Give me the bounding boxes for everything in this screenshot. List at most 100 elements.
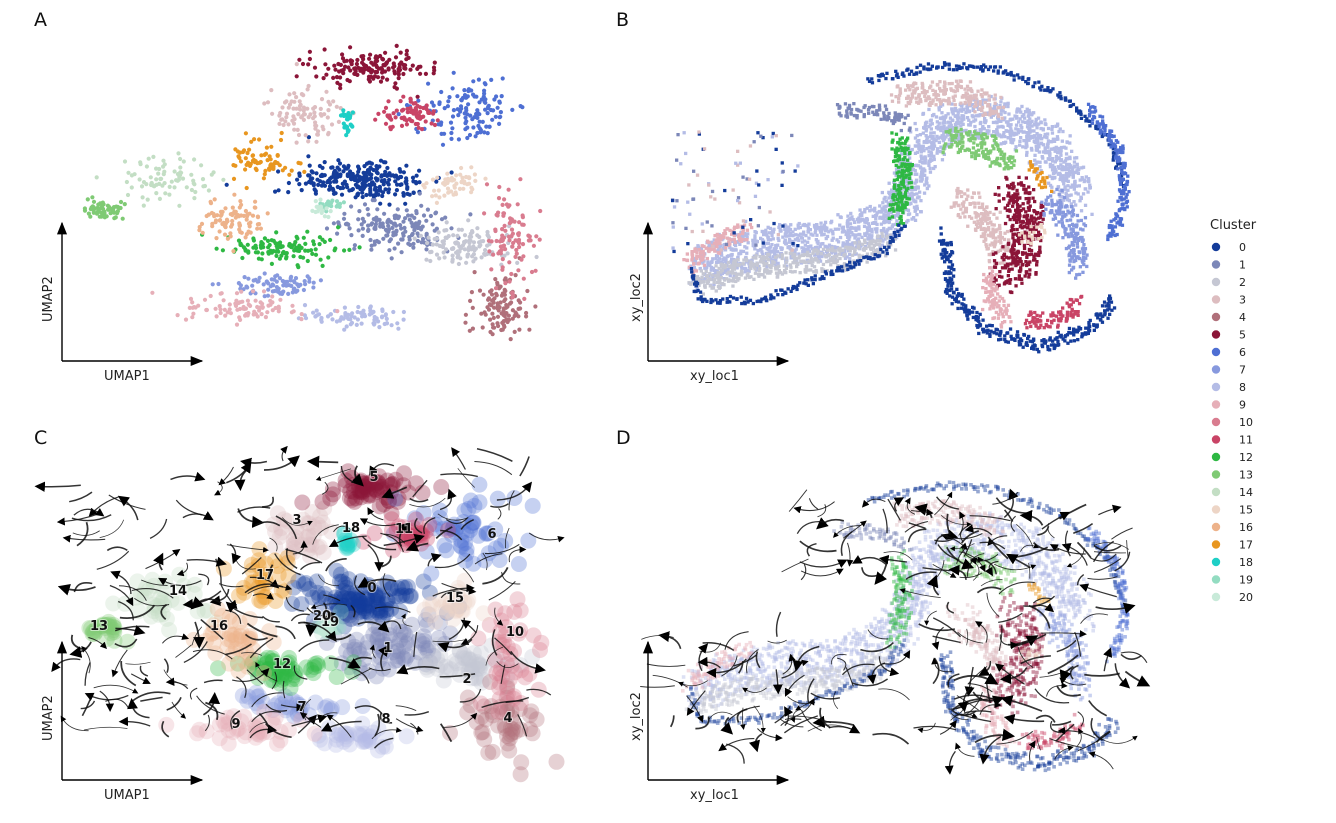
point-a — [274, 279, 279, 284]
spot — [809, 268, 813, 272]
spot — [931, 88, 935, 92]
point-a — [370, 180, 375, 185]
spot — [1043, 160, 1047, 164]
point-a — [455, 107, 460, 112]
spot — [860, 217, 865, 221]
point-a — [329, 122, 335, 127]
spot — [987, 94, 991, 98]
point-a — [366, 212, 371, 217]
point-a — [337, 167, 342, 172]
spot — [696, 244, 700, 248]
point-a — [401, 170, 406, 175]
spot — [984, 212, 989, 216]
point-a — [393, 55, 399, 60]
spot — [745, 228, 750, 232]
point-a — [469, 290, 474, 295]
spot — [833, 227, 837, 231]
spot — [750, 225, 754, 230]
point-a — [189, 187, 194, 193]
point-a — [319, 113, 324, 118]
spot — [799, 259, 803, 263]
spot — [892, 178, 897, 182]
point-a — [502, 223, 507, 228]
point-a — [156, 171, 161, 176]
spot — [696, 254, 700, 259]
point-a — [148, 175, 153, 180]
spot — [929, 118, 933, 122]
spot — [800, 253, 805, 257]
point-a — [259, 312, 264, 317]
point-a — [96, 202, 101, 207]
point-a — [255, 279, 260, 284]
spot — [978, 100, 982, 104]
point-a — [340, 181, 345, 186]
spot — [929, 100, 933, 105]
spot — [850, 253, 855, 257]
point-a — [238, 199, 243, 204]
point-a — [404, 122, 409, 127]
spot — [738, 242, 742, 246]
spot — [914, 127, 919, 132]
point-a — [302, 279, 307, 284]
point-a — [336, 225, 341, 230]
spot — [988, 221, 992, 225]
spot — [1017, 108, 1021, 113]
spot — [985, 91, 989, 95]
spot — [878, 204, 882, 208]
point-a — [275, 153, 280, 158]
spot — [976, 132, 981, 136]
spot — [917, 144, 921, 148]
point-a — [269, 238, 274, 243]
spot — [758, 267, 762, 271]
spot — [1033, 140, 1037, 144]
point-a — [303, 133, 308, 138]
point-a — [458, 172, 463, 177]
point-a — [424, 181, 429, 186]
spot — [991, 120, 996, 125]
point-a — [94, 211, 100, 216]
point-a — [334, 104, 339, 109]
point-a — [269, 144, 274, 149]
spot — [852, 250, 857, 254]
point-a — [518, 177, 523, 182]
point-a — [192, 305, 197, 310]
point-a — [515, 202, 520, 207]
point-a — [442, 193, 447, 198]
point-a — [336, 119, 341, 124]
point-a — [297, 171, 302, 176]
spot — [733, 240, 737, 245]
point-a — [382, 211, 387, 216]
spot — [993, 93, 997, 97]
spot — [753, 237, 757, 241]
point-a — [219, 291, 224, 296]
point-a — [157, 166, 162, 172]
spot — [925, 89, 929, 94]
spot — [1065, 140, 1069, 144]
point-a — [483, 176, 488, 181]
spot — [821, 226, 825, 230]
spot — [787, 237, 792, 242]
spot — [970, 151, 974, 155]
spot — [744, 238, 748, 242]
point-a — [214, 246, 219, 251]
spot — [846, 218, 850, 223]
point-a — [405, 191, 410, 196]
spot — [783, 241, 788, 246]
point-a — [436, 122, 441, 127]
point-a — [462, 233, 468, 238]
point-a — [312, 110, 317, 115]
point-a — [313, 126, 318, 131]
point-a — [380, 190, 386, 195]
point-a — [372, 314, 377, 320]
spot — [1027, 138, 1031, 142]
spot — [700, 255, 705, 259]
point-a — [516, 306, 521, 311]
spot — [743, 245, 747, 249]
point-a — [403, 201, 408, 206]
spot — [1061, 129, 1065, 134]
point-a — [214, 314, 219, 319]
spot — [994, 207, 998, 211]
spot — [857, 240, 861, 244]
spot — [830, 219, 834, 223]
spot — [766, 248, 770, 252]
